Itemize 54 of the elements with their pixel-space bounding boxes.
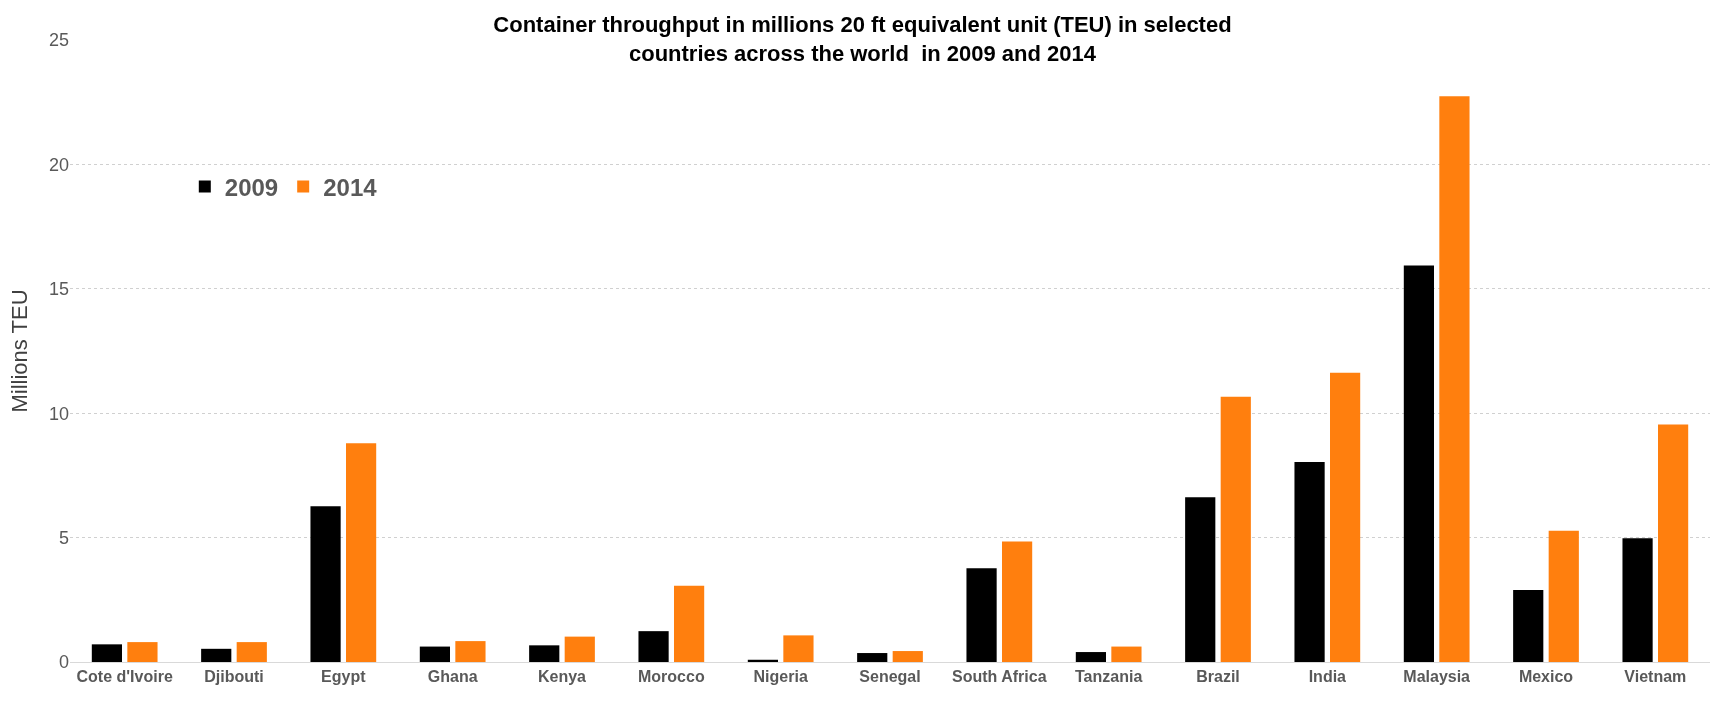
bar <box>1185 497 1216 662</box>
bar <box>1658 424 1689 662</box>
y-tick-label: 25 <box>48 30 69 51</box>
y-tick-label: 5 <box>58 527 69 548</box>
bar <box>346 443 377 662</box>
bar <box>1294 461 1325 662</box>
bar <box>1111 646 1142 662</box>
chart-title: Container throughput in millions 20 ft equivalent unit (TEU) in selected countries across the world in 2009 and 2014 <box>493 12 1232 66</box>
x-tick-label: Brazil <box>1196 668 1240 686</box>
bar <box>1513 590 1544 662</box>
y-tick-label: 10 <box>48 403 69 424</box>
x-tick-label: South Africa <box>952 668 1047 686</box>
x-tick-label: Senegal <box>859 668 921 686</box>
bar <box>529 645 560 662</box>
bar <box>892 651 923 662</box>
bar <box>310 506 341 662</box>
x-tick-label: India <box>1308 668 1347 686</box>
x-tick-label: Malaysia <box>1403 668 1471 686</box>
bar <box>91 644 122 662</box>
x-tick-label: Mexico <box>1518 668 1574 686</box>
bar <box>419 646 450 662</box>
bar <box>1403 265 1434 662</box>
bar <box>783 635 814 662</box>
bar <box>1330 372 1361 662</box>
bar <box>857 653 888 662</box>
bar <box>201 648 232 662</box>
bar <box>638 631 669 662</box>
x-tick-label: Vietnam <box>1624 668 1687 686</box>
bar <box>674 585 705 662</box>
y-tick-label: 0 <box>58 652 69 673</box>
bar <box>127 642 158 662</box>
bar <box>1220 396 1251 662</box>
x-tick-label: Nigeria <box>753 668 808 686</box>
bar <box>1439 96 1470 662</box>
x-tick-label: Egypt <box>321 668 367 686</box>
x-tick-label: Djibouti <box>204 668 264 686</box>
x-tick-label: Kenya <box>537 668 587 686</box>
bar <box>564 636 595 662</box>
y-tick-label: 15 <box>48 279 69 300</box>
bar <box>236 642 267 662</box>
legend-label: 2014 <box>323 173 378 201</box>
bar <box>1548 530 1579 662</box>
legend-label: 2009 <box>224 173 279 201</box>
y-tick-label: 20 <box>48 154 69 175</box>
bar <box>455 641 486 662</box>
bar <box>966 568 997 662</box>
x-tick-label: Cote d'Ivoire <box>76 668 173 686</box>
bar <box>1622 538 1653 662</box>
x-tick-label: Tanzania <box>1075 668 1143 686</box>
y-axis-title: Millions TEU <box>6 289 32 413</box>
bar <box>1002 541 1033 662</box>
x-tick-label: Ghana <box>427 668 478 686</box>
bar <box>1075 652 1106 662</box>
x-tick-label: Morocco <box>637 668 705 686</box>
